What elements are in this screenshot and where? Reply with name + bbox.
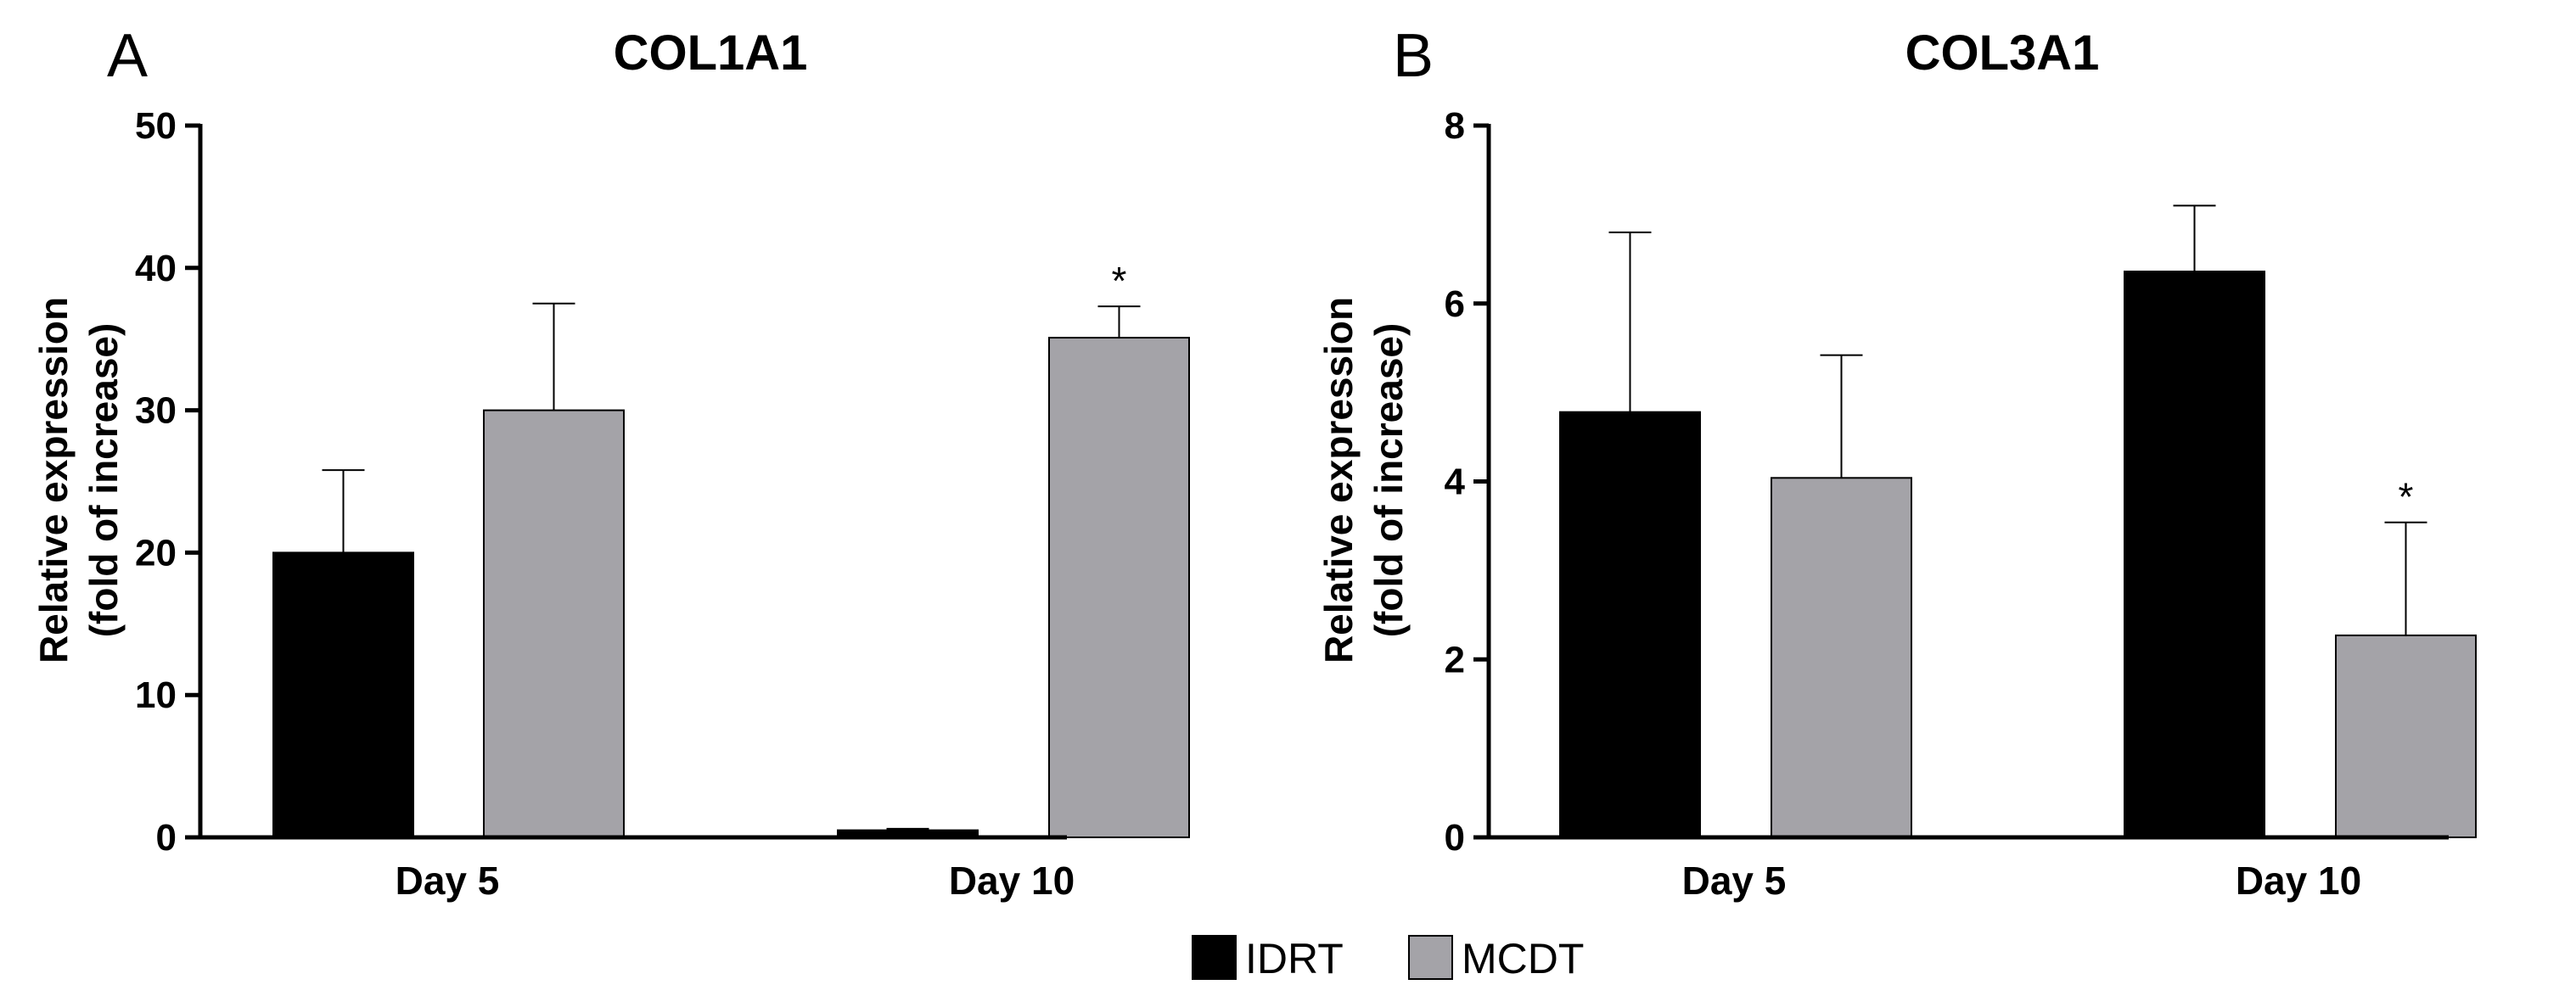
panel-b-ytick-label-0: 0 — [1445, 817, 1465, 859]
panel-a-significance-mcdt-1: * — [1112, 259, 1127, 303]
panel-b-ytick-label-3: 6 — [1445, 283, 1465, 325]
panel-a-error-bars — [322, 302, 1141, 831]
panel-a-category-day10: Day 10 — [949, 859, 1075, 903]
legend-swatch-mcdt — [1408, 935, 1453, 980]
panel-b-category-day5: Day 5 — [1682, 859, 1787, 903]
panel-a-letter: A — [107, 22, 148, 90]
panel-b-title: COL3A1 — [1905, 25, 2100, 81]
panel-b-ytick-label-4: 8 — [1445, 105, 1465, 147]
panel-a-bar-mcdt-0 — [483, 409, 625, 838]
panel-a-title: COL1A1 — [614, 25, 808, 81]
panel-a-significance: * — [1112, 259, 1127, 303]
panel-b-bars — [1559, 270, 2477, 839]
panel-b-categories: Day 5 Day 10 — [1682, 859, 2362, 903]
panel-b-significance: * — [2399, 475, 2414, 519]
panel-a-y-ticks: 0 10 20 30 40 50 — [135, 105, 200, 859]
panel-b-ylabel-line2: (fold of increase) — [1367, 323, 1411, 638]
panel-a-ytick-label-4: 40 — [135, 248, 177, 289]
legend-label-mcdt: MCDT — [1462, 935, 1584, 982]
panel-a-ylabel-line2: (fold of increase) — [81, 323, 126, 638]
panel-a-bar-idrt-0 — [272, 551, 414, 839]
panel-a: A COL1A1 Relative expression (fold of in… — [31, 22, 1190, 903]
panel-b-category-day10: Day 10 — [2236, 859, 2361, 903]
panel-b-error-bars — [1608, 204, 2427, 635]
panel-b-ytick-label-1: 2 — [1445, 639, 1465, 680]
panel-b-bar-idrt-1 — [2124, 270, 2265, 838]
panel-a-ytick-label-2: 20 — [135, 532, 177, 574]
panel-b-ylabel-line1: Relative expression — [1316, 297, 1361, 663]
panel-a-bar-mcdt-1 — [1048, 337, 1190, 839]
panel-b-bar-idrt-0 — [1559, 411, 1701, 838]
panel-a-categories: Day 5 Day 10 — [396, 859, 1075, 903]
legend: IDRT MCDT — [1192, 935, 1584, 982]
panel-b-ytick-label-2: 4 — [1445, 462, 1466, 503]
panel-a-ytick-label-5: 50 — [135, 105, 177, 147]
panel-a-ytick-label-3: 30 — [135, 390, 177, 432]
panel-b-letter: B — [1393, 22, 1434, 90]
legend-swatch-idrt — [1192, 935, 1237, 980]
panel-b: B COL3A1 Relative expression (fold of in… — [1316, 22, 2477, 903]
legend-label-idrt: IDRT — [1245, 935, 1344, 982]
panel-a-ytick-label-1: 10 — [135, 674, 177, 716]
panel-a-bars — [272, 337, 1190, 839]
panel-a-ylabel-line1: Relative expression — [31, 297, 76, 663]
panel-b-y-ticks: 0 2 4 6 8 — [1445, 105, 1489, 859]
panel-b-bar-mcdt-0 — [1771, 477, 1912, 838]
panel-a-ytick-label-0: 0 — [156, 817, 177, 859]
panel-b-significance-mcdt-1: * — [2399, 475, 2414, 519]
panel-a-category-day5: Day 5 — [396, 859, 500, 903]
panel-b-bar-mcdt-1 — [2335, 634, 2477, 839]
